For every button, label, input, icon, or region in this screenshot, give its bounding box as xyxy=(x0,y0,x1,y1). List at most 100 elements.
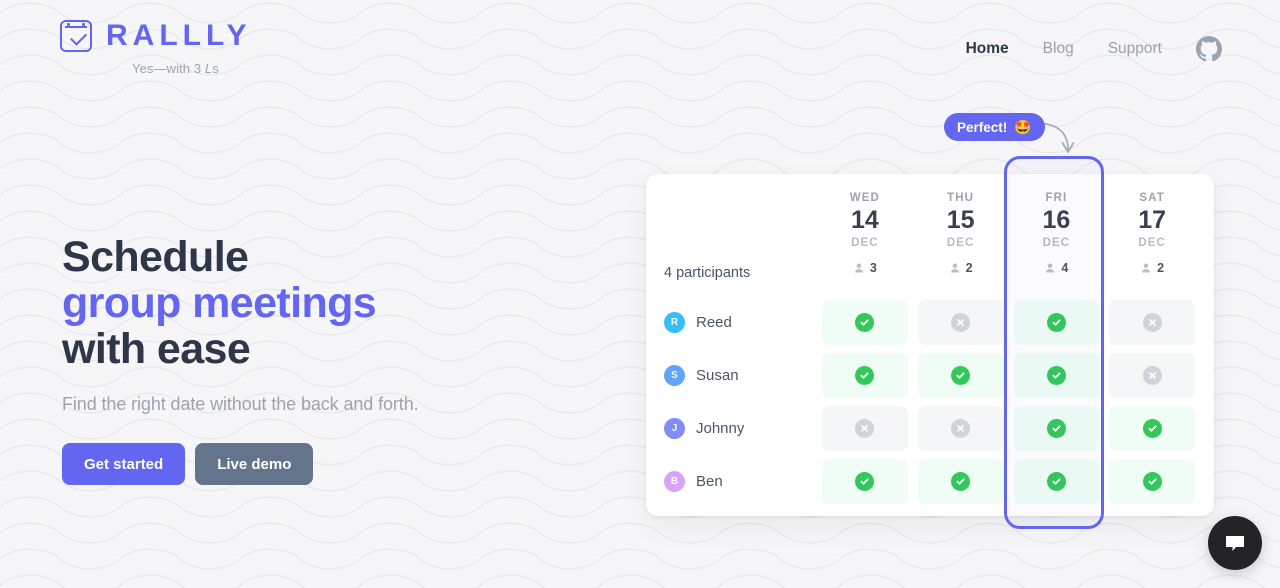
callout-text: Perfect! xyxy=(957,119,1008,135)
tagline-pre: Yes—with 3 xyxy=(132,61,205,76)
vote-cell[interactable] xyxy=(1009,296,1105,349)
column-day: 17 xyxy=(1138,206,1167,234)
person-icon xyxy=(855,263,863,273)
check-circle-icon xyxy=(1046,313,1066,332)
check-circle-icon xyxy=(1046,366,1066,385)
brand[interactable]: RALLLY Yes—with 3 Ls xyxy=(60,20,252,76)
vote-yes xyxy=(822,300,908,345)
poll-grid: 4 participants WED 14 DEC 3 THU 15 DEC 2 xyxy=(646,174,1214,516)
live-demo-button[interactable]: Live demo xyxy=(195,443,314,485)
check-circle-icon xyxy=(855,366,875,385)
avatar: S xyxy=(664,365,685,386)
cta-row: Get started Live demo xyxy=(62,443,582,485)
column-count-value: 2 xyxy=(1157,261,1165,275)
column-day: 15 xyxy=(946,206,975,234)
column-count-value: 2 xyxy=(965,261,973,275)
vote-yes xyxy=(1013,406,1100,451)
x-circle-icon xyxy=(951,419,971,438)
column-month: DEC xyxy=(851,237,879,249)
brand-name: RALLLY xyxy=(106,19,252,52)
star-struck-emoji: 🤩 xyxy=(1014,119,1032,135)
nav-item-blog[interactable]: Blog xyxy=(1042,40,1074,57)
column-dow: SAT xyxy=(1139,192,1165,204)
person-icon xyxy=(950,263,959,273)
vote-cell[interactable] xyxy=(913,402,1009,455)
column-month: DEC xyxy=(1042,237,1071,249)
vote-cell[interactable] xyxy=(817,455,913,508)
column-day: 14 xyxy=(850,206,879,234)
vote-no xyxy=(1109,300,1195,345)
person-icon xyxy=(1046,263,1055,273)
participant-name: Johnny xyxy=(696,420,745,437)
vote-cell[interactable] xyxy=(1104,402,1200,455)
column-vote-count: 2 xyxy=(1140,261,1164,275)
headline-line-3: with ease xyxy=(62,325,251,373)
vote-cell[interactable] xyxy=(817,349,913,402)
avatar: B xyxy=(664,471,685,492)
participant-row-reed: R Reed xyxy=(646,296,817,349)
column-month: DEC xyxy=(946,237,975,249)
poll-column-header-thu[interactable]: THU 15 DEC 2 xyxy=(913,174,1009,296)
vote-no xyxy=(822,406,908,451)
vote-yes xyxy=(822,353,908,398)
column-dow: FRI xyxy=(1045,192,1068,204)
vote-no xyxy=(917,300,1004,345)
nav-item-home[interactable]: Home xyxy=(965,40,1009,57)
avatar: R xyxy=(664,312,685,333)
vote-yes xyxy=(1109,406,1195,451)
headline-line-2: group meetings xyxy=(62,279,377,327)
column-day: 16 xyxy=(1042,206,1071,234)
participant-name: Susan xyxy=(696,367,739,384)
x-circle-icon xyxy=(855,419,875,438)
page-title: Schedule group meetings with ease xyxy=(62,234,582,372)
poll-column-header-fri[interactable]: FRI 16 DEC 4 xyxy=(1009,174,1105,296)
github-link[interactable] xyxy=(1196,36,1222,62)
x-circle-icon xyxy=(1142,313,1162,332)
chat-widget-button[interactable] xyxy=(1208,516,1262,570)
vote-cell[interactable] xyxy=(817,402,913,455)
github-icon xyxy=(1196,36,1222,62)
vote-yes xyxy=(1013,459,1100,504)
tagline-post: s xyxy=(212,61,219,76)
poll-column-header-wed[interactable]: WED 14 DEC 3 xyxy=(817,174,913,296)
column-month: DEC xyxy=(1138,237,1166,249)
x-circle-icon xyxy=(1142,366,1162,385)
check-circle-icon xyxy=(1046,472,1066,491)
person-icon xyxy=(1142,263,1150,273)
vote-cell[interactable] xyxy=(1104,455,1200,508)
vote-cell[interactable] xyxy=(913,296,1009,349)
column-count-value: 3 xyxy=(869,261,877,275)
column-vote-count: 3 xyxy=(853,261,877,275)
vote-cell[interactable] xyxy=(1009,455,1105,508)
brand-tagline: Yes—with 3 Ls xyxy=(132,61,219,76)
vote-cell[interactable] xyxy=(913,349,1009,402)
column-dow: THU xyxy=(947,192,975,204)
vote-yes xyxy=(1013,353,1100,398)
chat-bubble-icon xyxy=(1226,536,1244,551)
calendar-check-icon xyxy=(60,20,92,52)
column-dow: WED xyxy=(849,192,880,204)
poll-column-header-sat[interactable]: SAT 17 DEC 2 xyxy=(1104,174,1200,296)
get-started-button[interactable]: Get started xyxy=(62,443,186,485)
vote-yes xyxy=(917,459,1004,504)
vote-cell[interactable] xyxy=(913,455,1009,508)
participant-row-ben: B Ben xyxy=(646,455,817,508)
perfect-callout-badge: Perfect! 🤩 xyxy=(944,113,1045,141)
main-navigation: Home Blog Support xyxy=(966,20,1222,62)
vote-cell[interactable] xyxy=(1104,296,1200,349)
nav-item-support[interactable]: Support xyxy=(1107,40,1162,57)
vote-cell[interactable] xyxy=(1104,349,1200,402)
vote-yes xyxy=(1013,300,1100,345)
vote-yes xyxy=(822,459,908,504)
hero-subtitle: Find the right date without the back and… xyxy=(62,394,419,414)
vote-cell[interactable] xyxy=(1009,402,1105,455)
avatar: J xyxy=(664,418,685,439)
check-circle-icon xyxy=(855,472,875,491)
column-vote-count: 2 xyxy=(949,261,973,275)
check-circle-icon xyxy=(855,313,875,332)
site-header: RALLLY Yes—with 3 Ls Home Blog Support xyxy=(0,0,1280,92)
vote-cell[interactable] xyxy=(817,296,913,349)
hero-section: Schedule group meetings with ease Find t… xyxy=(62,234,582,485)
vote-cell[interactable] xyxy=(1009,349,1105,402)
vote-no xyxy=(1109,353,1195,398)
